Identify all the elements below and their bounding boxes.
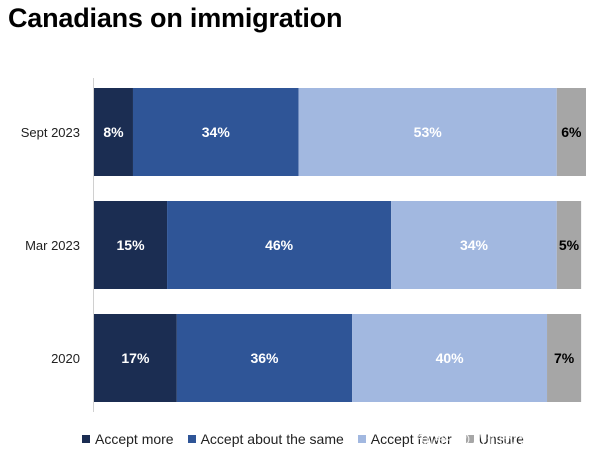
legend-label-unsure: Unsure	[478, 431, 524, 447]
category-label-2020: 2020	[51, 351, 80, 366]
bar-unsure-sept-2023	[556, 88, 586, 176]
legend-item-accept-about-the-same: Accept about the same	[187, 431, 344, 447]
legend-item-unsure: Unsure	[465, 431, 524, 447]
bar-unsure-mar-2023	[556, 201, 582, 289]
chart-title: Canadians on immigration	[8, 3, 343, 33]
data-label-accept-more-2020: 17%	[121, 350, 150, 366]
legend-swatch-accept-fewer	[357, 435, 366, 443]
bar-accept-more-sept-2023	[94, 88, 133, 176]
legend-swatch-accept-more	[82, 435, 90, 443]
data-label-accept-more-mar-2023: 15%	[117, 237, 146, 253]
legend-item-accept-fewer: Accept fewer	[357, 431, 452, 447]
data-label-accept-about-the-same-2020: 36%	[250, 350, 279, 366]
bar-accept-about-the-same-mar-2023	[167, 201, 392, 289]
legend: Accept more Accept about the same Accept f…	[82, 431, 524, 447]
bar-accept-fewer-sept-2023	[298, 88, 557, 176]
data-label-accept-fewer-sept-2023: 53%	[414, 124, 443, 140]
bar-accept-about-the-same-sept-2023	[132, 88, 299, 176]
data-label-accept-more-sept-2023: 8%	[103, 124, 124, 140]
legend-label-accept-more: Accept more	[95, 431, 174, 447]
watermark: 知乎 @八仙过海加拿大	[418, 432, 583, 449]
data-label-unsure-2020: 7%	[554, 350, 575, 366]
bar-accept-fewer-2020	[352, 314, 548, 402]
data-label-accept-about-the-same-mar-2023: 46%	[265, 237, 294, 253]
legend-label-accept-about-the-same: Accept about the same	[200, 431, 344, 447]
data-label-accept-about-the-same-sept-2023: 34%	[202, 124, 231, 140]
bar-accept-about-the-same-2020	[176, 314, 353, 402]
bar-unsure-2020	[547, 314, 582, 402]
category-label-mar-2023: Mar 2023	[25, 238, 80, 253]
legend-label-accept-fewer: Accept fewer	[370, 431, 452, 447]
bar-accept-more-2020	[94, 314, 177, 402]
legend-swatch-accept-about-the-same	[187, 435, 196, 443]
category-label-sept-2023: Sept 2023	[21, 125, 80, 140]
bar-accept-fewer-mar-2023	[391, 201, 557, 289]
legend-item-accept-more: Accept more	[82, 431, 174, 447]
data-label-unsure-mar-2023: 5%	[559, 237, 580, 253]
bars-group: Sept 2023 8% 34% 53% 6% Mar 2023 15% 46% 34% 5% 20…	[21, 88, 586, 402]
data-label-accept-fewer-mar-2023: 34%	[460, 237, 489, 253]
bar-accept-more-mar-2023	[94, 201, 168, 289]
data-label-accept-fewer-2020: 40%	[436, 350, 465, 366]
legend-swatch-unsure	[465, 435, 474, 443]
data-label-unsure-sept-2023: 6%	[561, 124, 582, 140]
